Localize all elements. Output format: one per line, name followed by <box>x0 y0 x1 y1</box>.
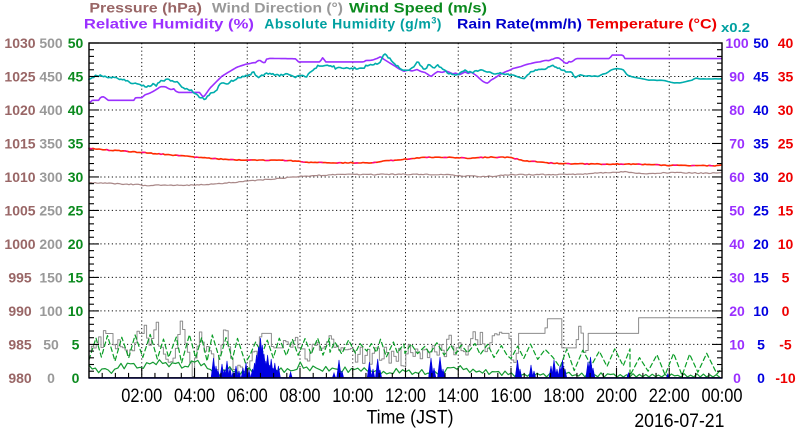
svg-text:16:00: 16:00 <box>491 386 532 407</box>
svg-text:Pressure (hPa): Pressure (hPa) <box>89 0 202 15</box>
svg-text:15: 15 <box>753 269 769 285</box>
svg-text:1030: 1030 <box>4 35 35 51</box>
svg-text:200: 200 <box>39 236 63 252</box>
svg-text:5: 5 <box>72 336 80 352</box>
svg-text:2016-07-21: 2016-07-21 <box>634 411 724 432</box>
svg-text:0: 0 <box>733 370 741 386</box>
svg-text:50: 50 <box>729 202 745 218</box>
svg-text:Absolute Humidity (g/m3): Absolute Humidity (g/m3) <box>264 15 442 31</box>
svg-text:20:00: 20:00 <box>596 386 637 407</box>
svg-text:1015: 1015 <box>4 135 35 151</box>
svg-text:15: 15 <box>68 269 84 285</box>
svg-text:40: 40 <box>68 102 84 118</box>
svg-text:04:00: 04:00 <box>174 386 215 407</box>
svg-text:10: 10 <box>729 336 745 352</box>
svg-text:60: 60 <box>729 169 745 185</box>
svg-text:35: 35 <box>68 135 84 151</box>
svg-text:40: 40 <box>778 35 794 51</box>
svg-text:20: 20 <box>729 303 745 319</box>
svg-text:1005: 1005 <box>4 202 35 218</box>
svg-text:25: 25 <box>68 202 84 218</box>
svg-text:90: 90 <box>729 68 745 84</box>
svg-text:45: 45 <box>753 68 769 84</box>
svg-text:14:00: 14:00 <box>438 386 479 407</box>
svg-text:500: 500 <box>39 35 63 51</box>
svg-text:5: 5 <box>782 269 790 285</box>
svg-text:15: 15 <box>778 202 794 218</box>
svg-text:12:00: 12:00 <box>385 386 426 407</box>
svg-text:0: 0 <box>782 303 790 319</box>
svg-text:40: 40 <box>753 102 769 118</box>
svg-text:50: 50 <box>68 35 84 51</box>
svg-text:-5: -5 <box>779 336 792 352</box>
svg-text:10:00: 10:00 <box>332 386 373 407</box>
svg-text:Temperature (°C): Temperature (°C) <box>587 15 717 31</box>
svg-text:18:00: 18:00 <box>543 386 584 407</box>
svg-text:50: 50 <box>753 35 769 51</box>
svg-text:0: 0 <box>72 370 80 386</box>
svg-text:300: 300 <box>39 169 63 185</box>
svg-text:30: 30 <box>778 102 794 118</box>
svg-text:Relative Humidity (%): Relative Humidity (%) <box>84 15 254 31</box>
svg-text:50: 50 <box>43 336 59 352</box>
svg-text:400: 400 <box>39 102 63 118</box>
svg-text:100: 100 <box>725 35 749 51</box>
svg-text:70: 70 <box>729 135 745 151</box>
svg-text:30: 30 <box>753 169 769 185</box>
svg-text:100: 100 <box>39 303 63 319</box>
svg-text:22:00: 22:00 <box>649 386 690 407</box>
svg-text:20: 20 <box>753 236 769 252</box>
svg-text:45: 45 <box>68 68 84 84</box>
svg-text:10: 10 <box>778 236 794 252</box>
svg-text:150: 150 <box>39 269 63 285</box>
svg-text:Wind Speed (m/s): Wind Speed (m/s) <box>349 0 487 15</box>
svg-text:0: 0 <box>47 370 55 386</box>
svg-text:980: 980 <box>8 370 32 386</box>
svg-text:5: 5 <box>757 336 765 352</box>
svg-text:10: 10 <box>753 303 769 319</box>
svg-text:985: 985 <box>8 336 32 352</box>
svg-text:10: 10 <box>68 303 84 319</box>
svg-text:Time (JST): Time (JST) <box>367 407 454 428</box>
svg-text:35: 35 <box>753 135 769 151</box>
svg-text:990: 990 <box>8 303 32 319</box>
svg-text:30: 30 <box>68 169 84 185</box>
svg-text:995: 995 <box>8 269 32 285</box>
svg-text:350: 350 <box>39 135 63 151</box>
svg-text:20: 20 <box>68 236 84 252</box>
svg-text:25: 25 <box>753 202 769 218</box>
svg-text:x0.2: x0.2 <box>721 20 750 35</box>
svg-text:-10: -10 <box>775 370 795 386</box>
svg-text:20: 20 <box>778 169 794 185</box>
svg-text:06:00: 06:00 <box>227 386 268 407</box>
svg-text:450: 450 <box>39 68 63 84</box>
svg-text:30: 30 <box>729 269 745 285</box>
svg-text:25: 25 <box>778 135 794 151</box>
svg-text:250: 250 <box>39 202 63 218</box>
svg-text:1020: 1020 <box>4 102 35 118</box>
svg-text:1025: 1025 <box>4 68 35 84</box>
svg-text:Rain Rate(mm/h): Rain Rate(mm/h) <box>457 15 582 31</box>
svg-text:Wind Direction (°): Wind Direction (°) <box>212 0 343 15</box>
svg-text:80: 80 <box>729 102 745 118</box>
svg-text:02:00: 02:00 <box>121 386 162 407</box>
svg-text:0: 0 <box>757 370 765 386</box>
svg-text:1000: 1000 <box>4 236 35 252</box>
svg-text:00:00: 00:00 <box>702 386 743 407</box>
svg-text:08:00: 08:00 <box>280 386 321 407</box>
svg-text:35: 35 <box>778 68 794 84</box>
svg-text:40: 40 <box>729 236 745 252</box>
svg-text:1010: 1010 <box>4 169 35 185</box>
